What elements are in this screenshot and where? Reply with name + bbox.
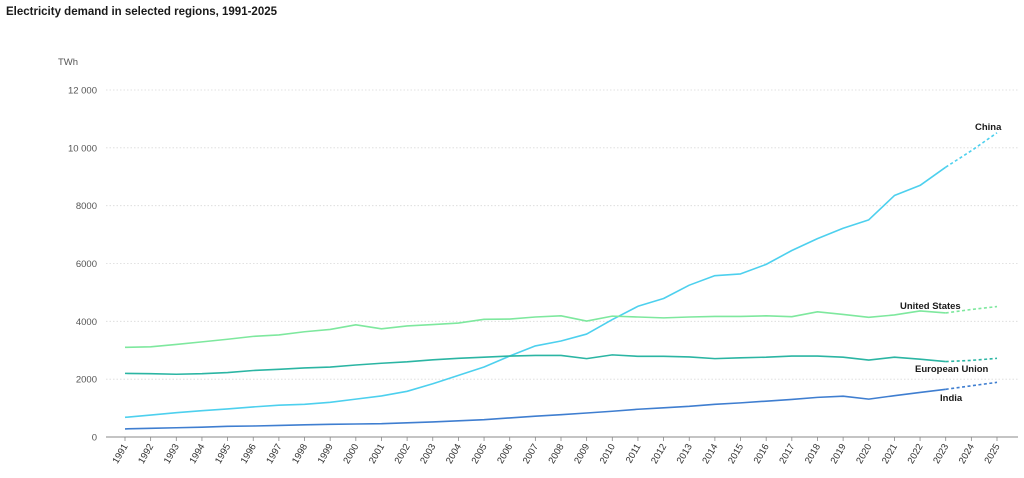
x-tick-label: 2015	[726, 442, 746, 466]
x-tick-label: 2001	[367, 442, 387, 466]
tick-labels: TWh 0 2000 4000 6000 8000 10 000 12 000 1991 1992…	[58, 57, 1003, 466]
y-tick-label: 2000	[76, 375, 97, 386]
chart-title: Electricity demand in selected regions, …	[6, 6, 278, 18]
x-tick-label: 1999	[316, 442, 336, 466]
x-tick-label: 2002	[393, 442, 413, 466]
x-tick-label: 1992	[136, 442, 156, 466]
x-tick-label: 1996	[239, 442, 259, 466]
y-axis-unit: TWh	[58, 57, 78, 68]
x-tick-label: 2024	[957, 442, 977, 466]
y-tick-label: 6000	[76, 259, 97, 270]
series-lines	[124, 132, 998, 430]
x-tick-label: 1994	[187, 442, 207, 466]
x-tick-label: 1995	[213, 442, 233, 466]
x-tick-label: 2008	[547, 442, 567, 466]
x-tick-label: 2000	[341, 442, 361, 466]
x-tick-label: 2018	[803, 442, 823, 466]
y-tick-label: 10 000	[68, 143, 97, 154]
gridlines	[106, 89, 1018, 380]
x-tick-label: 1998	[290, 442, 310, 466]
x-tick-label: 1997	[264, 442, 284, 466]
y-tick-label: 4000	[76, 317, 97, 328]
x-tick-label: 2017	[777, 442, 797, 466]
y-tick-label: 12 000	[68, 86, 97, 97]
european-union-label: European Union	[915, 364, 989, 375]
x-tick-label: 2009	[572, 442, 592, 466]
x-tick-label: 1991	[111, 442, 131, 466]
european-union-line	[124, 354, 946, 376]
x-tick-label: 2022	[906, 442, 926, 466]
x-tick-label: 2025	[983, 442, 1003, 466]
x-tick-label: 2021	[880, 442, 900, 466]
united-states-line	[124, 310, 946, 349]
european-union-forecast-line	[945, 357, 998, 363]
x-tick-label: 2004	[444, 442, 464, 466]
x-tick-label: 2019	[829, 442, 849, 466]
x-tick-label: 1993	[162, 442, 182, 466]
x-tick-label: 2012	[649, 442, 669, 466]
united-states-label: United States	[900, 301, 961, 312]
x-tick-label: 2013	[675, 442, 695, 466]
axes	[106, 436, 1018, 441]
x-tick-label: 2023	[931, 442, 951, 466]
x-tick-label: 2007	[521, 442, 541, 466]
india-forecast-line	[945, 381, 998, 391]
x-tick-label: 2016	[752, 442, 772, 466]
x-tick-label: 2006	[495, 442, 515, 466]
china-forecast-line	[945, 132, 998, 168]
china-label: China	[975, 122, 1002, 133]
x-tick-label: 2014	[700, 442, 720, 466]
series-labels: China United States European Union India	[900, 122, 1002, 404]
india-line	[124, 388, 946, 430]
india-label: India	[940, 393, 963, 404]
y-tick-label: 8000	[76, 201, 97, 212]
x-tick-label: 2003	[418, 442, 438, 466]
x-tick-label: 2011	[624, 442, 644, 465]
y-tick-label: 0	[92, 433, 97, 444]
x-tick-label: 2010	[598, 442, 618, 466]
china-line	[124, 166, 947, 419]
x-tick-label: 2005	[470, 442, 490, 466]
x-tick-label: 2020	[854, 442, 874, 466]
